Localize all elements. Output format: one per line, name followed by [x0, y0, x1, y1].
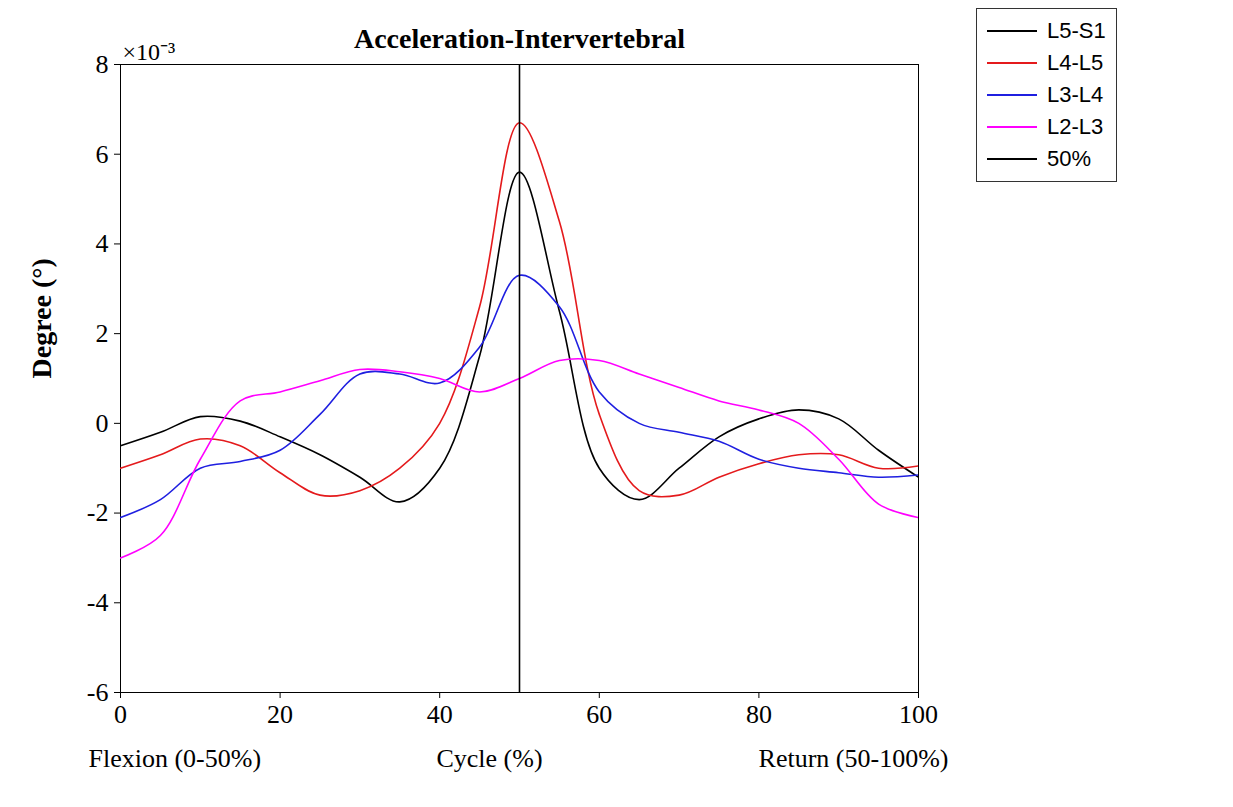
svg-text:80: 80	[746, 700, 772, 729]
svg-text:2: 2	[96, 319, 109, 348]
svg-text:20: 20	[267, 700, 293, 729]
html-text:L5-S1: L5-S1	[1047, 18, 1106, 43]
svg-text:8: 8	[96, 50, 109, 79]
svg-text:0: 0	[114, 700, 127, 729]
svg-text:40: 40	[427, 700, 453, 729]
svg-text:×10⁻³: ×10⁻³	[123, 39, 176, 65]
html-text:50%: 50%	[1047, 146, 1091, 171]
svg-text:Cycle (%): Cycle (%)	[436, 744, 542, 773]
svg-text:6: 6	[96, 140, 109, 169]
svg-text:Acceleration-Intervertebral: Acceleration-Intervertebral	[354, 23, 685, 54]
svg-text:0: 0	[96, 409, 109, 438]
svg-text:100: 100	[899, 700, 938, 729]
html-text:L2-L3: L2-L3	[1047, 114, 1104, 139]
svg-text:-6: -6	[87, 678, 109, 707]
svg-text:Return (50-100%): Return (50-100%)	[759, 744, 949, 773]
svg-text:-2: -2	[87, 498, 109, 527]
svg-text:Flexion (0-50%): Flexion (0-50%)	[89, 744, 262, 773]
html-text:L4-L5: L4-L5	[1047, 50, 1104, 75]
svg-text:60: 60	[586, 700, 612, 729]
svg-text:-4: -4	[87, 588, 109, 617]
svg-text:Degree (°): Degree (°)	[26, 258, 57, 378]
svg-text:4: 4	[96, 229, 109, 258]
html-text:L3-L4: L3-L4	[1047, 82, 1104, 107]
